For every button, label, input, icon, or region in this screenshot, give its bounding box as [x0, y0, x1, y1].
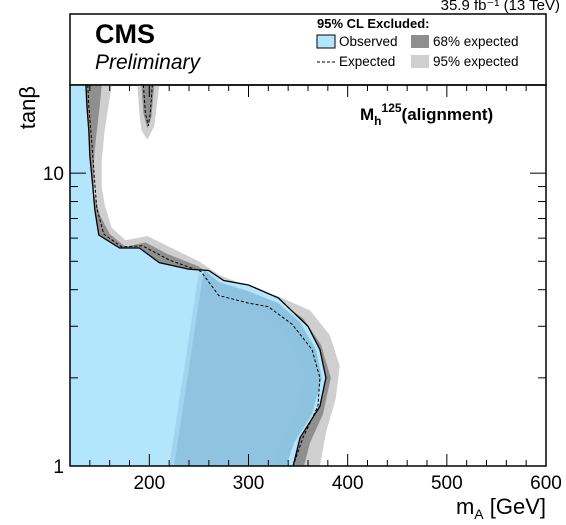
header-box: CMS Preliminary 95% CL Excluded: Observe…: [69, 13, 547, 86]
scenario-main: M: [360, 105, 374, 124]
legend-title: 95% CL Excluded:: [317, 16, 429, 31]
x-axis-title: mA [GeV]: [456, 494, 546, 522]
x-tick-label: 500: [431, 473, 463, 494]
legend-swatch: [316, 34, 336, 49]
legend: Observed 68% expected Expected 95% expected: [316, 34, 519, 69]
area-observed-overlay-2: [169, 271, 305, 466]
legend-swatch: [411, 35, 429, 48]
legend-item: 68% expected: [411, 34, 519, 49]
header-frame: [69, 13, 547, 86]
legend-item: Expected: [317, 54, 395, 69]
x-tick-label: 300: [233, 473, 265, 494]
x-axis-title-unit: [GeV]: [484, 494, 546, 519]
line-expected-upper: [142, 85, 153, 127]
legend-label: Observed: [339, 34, 398, 49]
legend-item: 95% expected: [411, 54, 519, 69]
line-observed: [85, 85, 327, 466]
x-tick-label: 600: [530, 473, 562, 494]
legend-label: 68% expected: [433, 34, 519, 49]
x-tick-labels: 200 300 400 500 600: [133, 473, 561, 494]
y-tick-label: 10: [43, 164, 64, 185]
y-tick-label: 1: [53, 457, 64, 478]
scenario-sup: 125: [382, 101, 402, 115]
legend-label: 95% expected: [433, 54, 519, 69]
scenario-label: Mh125(alignment): [360, 101, 493, 128]
luminosity-label: 35.9 fb⁻¹ (13 TeV): [441, 0, 560, 14]
x-axis-title-main: m: [456, 494, 474, 519]
x-tick-label: 400: [332, 473, 364, 494]
x-axis-title-sub: A: [474, 506, 484, 522]
legend-swatch: [411, 55, 429, 68]
status-label: Preliminary: [95, 51, 202, 74]
plot-area: [69, 84, 547, 467]
x-tick-label: 200: [133, 473, 165, 494]
scenario-rest: (alignment): [402, 105, 494, 124]
legend-item: Observed: [316, 34, 398, 49]
y-tick-labels: 1 10: [43, 164, 64, 478]
experiment-label: CMS: [95, 19, 155, 49]
y-axis-title: tanβ: [15, 86, 40, 129]
line-expected: [87, 85, 321, 466]
legend-label: Expected: [339, 54, 395, 69]
scenario-sub: h: [374, 114, 381, 128]
